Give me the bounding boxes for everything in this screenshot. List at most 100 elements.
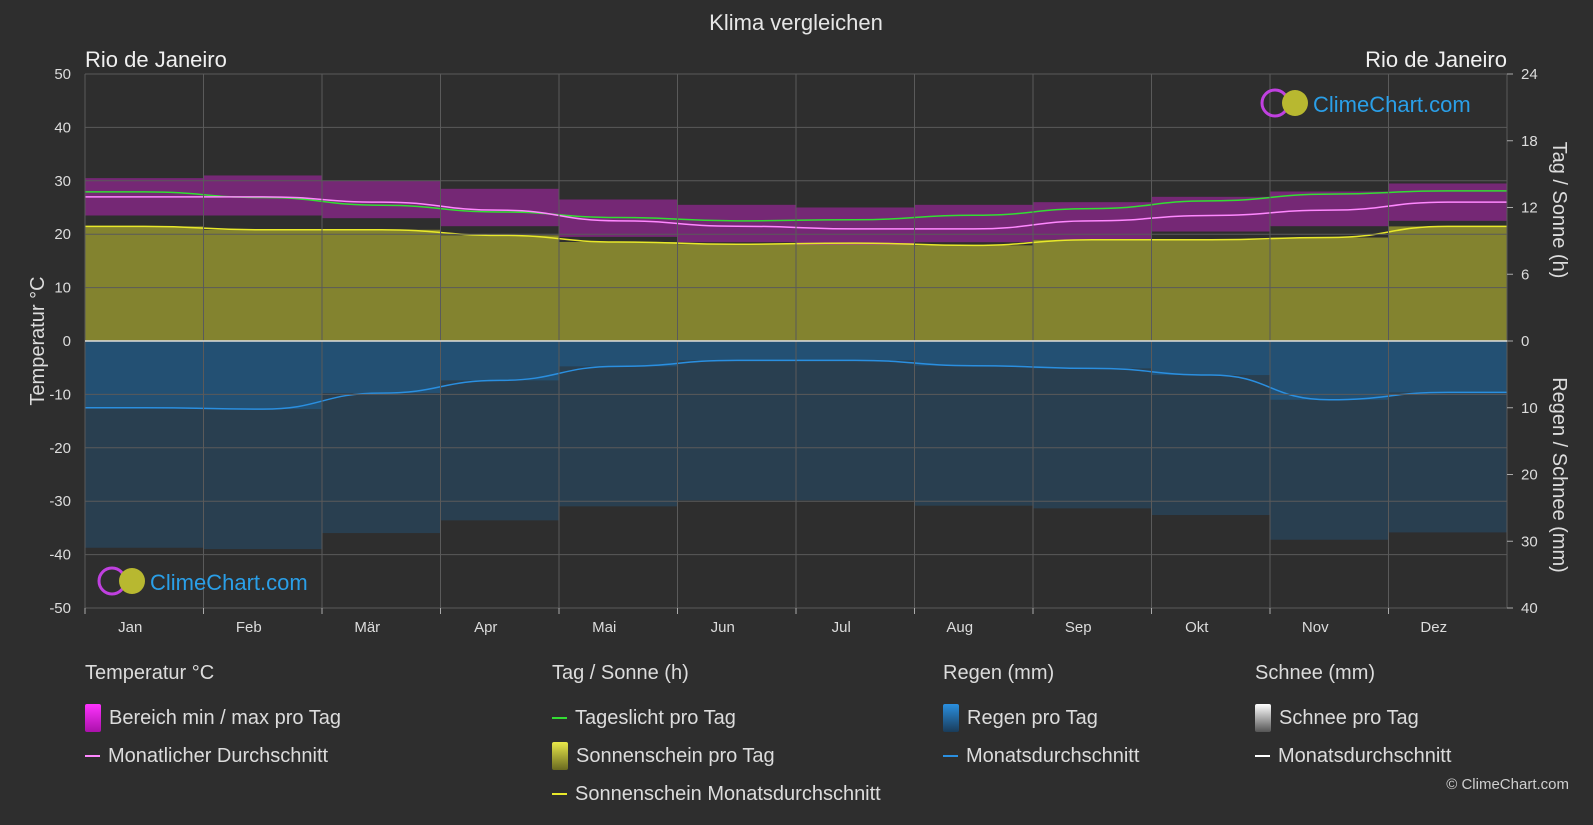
right-bottom-tick-label: 10 <box>1521 400 1538 417</box>
sunshine-bar-mai <box>559 241 678 341</box>
sunshine-bar-dez <box>1388 226 1507 341</box>
right-top-axis-title: Tag / Sonne (h) <box>1548 142 1570 279</box>
rain-bar-core-dez <box>1388 341 1507 393</box>
rain-bar-core-sep <box>1033 341 1152 369</box>
legend-item-rain-avg: Monatsdurchschnitt <box>943 737 1139 775</box>
legend-label: Bereich min / max pro Tag <box>109 706 341 729</box>
left-tick-label: -40 <box>49 547 71 564</box>
legend-label: Sonnenschein Monatsdurchschnitt <box>575 782 881 805</box>
logo-sun-icon <box>119 568 145 594</box>
rain-bar-core-jun <box>677 341 796 361</box>
left-tick-label: -20 <box>49 440 71 457</box>
temp-range-jul <box>796 207 915 245</box>
temp-range-jun <box>677 204 796 243</box>
watermark-text-top: ClimeChart.com <box>1313 92 1471 117</box>
legend-label: Monatlicher Durchschnitt <box>108 744 329 767</box>
legend-rain: Regen (mm) Regen pro Tag Monatsdurchschn… <box>943 662 1139 775</box>
left-tick-label: -50 <box>49 600 71 617</box>
left-tick-label: 0 <box>63 333 71 350</box>
rain-bar-core-nov <box>1270 341 1389 400</box>
legend-heading-rain: Regen (mm) <box>943 662 1055 684</box>
legend-item-temp-avg: Monatlicher Durchschnitt <box>85 737 341 775</box>
rain-bar-jul <box>796 341 915 501</box>
month-label-jun: Jun <box>711 619 735 636</box>
legend-heading-temperature: Temperatur °C <box>85 662 215 684</box>
watermark-text-bottom: ClimeChart.com <box>150 570 308 595</box>
sunshine-bar-jun <box>677 244 796 341</box>
left-tick-label: 20 <box>54 226 71 243</box>
rain-swatch <box>943 704 959 732</box>
rain-bar-core-apr <box>440 341 559 381</box>
month-label-nov: Nov <box>1302 619 1329 636</box>
chart-title: Klima vergleichen <box>709 10 883 35</box>
location-right: Rio de Janeiro <box>1365 47 1507 72</box>
right-top-tick-label: 0 <box>1521 333 1529 350</box>
left-tick-label: -10 <box>49 386 71 403</box>
rain-bar-core-feb <box>203 341 322 410</box>
month-label-feb: Feb <box>236 619 262 636</box>
legend-label: Schnee pro Tag <box>1279 706 1419 729</box>
right-bottom-tick-label: 40 <box>1521 600 1538 617</box>
legend-item-sunshine: Sonnenschein pro Tag <box>552 737 881 775</box>
sunshine-bar-okt <box>1151 239 1270 341</box>
watermark-logo-top: ClimeChart.com <box>1260 88 1471 118</box>
right-bottom-tick-label: 20 <box>1521 467 1538 484</box>
legend-item-temp-range: Bereich min / max pro Tag <box>85 699 341 737</box>
month-label-okt: Okt <box>1185 619 1209 636</box>
legend-heading-snow: Schnee (mm) <box>1255 662 1376 684</box>
sunshine-bar-mär <box>322 229 441 341</box>
temp-range-swatch <box>85 704 101 732</box>
legend-item-rain: Regen pro Tag <box>943 699 1139 737</box>
logo-sun-icon <box>1282 90 1308 116</box>
legend-heading-sun: Tag / Sonne (h) <box>552 662 689 684</box>
snow-avg-swatch <box>1255 755 1270 757</box>
right-bottom-axis-title: Regen / Schnee (mm) <box>1548 377 1570 573</box>
month-label-mär: Mär <box>354 619 380 636</box>
sunshine-avg-line <box>85 225 1507 247</box>
temp-avg-swatch <box>85 755 100 757</box>
rain-bar-core-aug <box>914 341 1033 366</box>
left-tick-label: 50 <box>54 66 71 83</box>
rain-bar-core-mai <box>559 341 678 367</box>
axes: 50 40 30 20 10 0 -10 -20 -30 -40 -50 24 18 12 6 0 10 20 30… <box>49 66 1537 636</box>
temp-range-aug <box>914 204 1033 243</box>
rain-bar-jun <box>677 341 796 501</box>
legend-snow: Schnee (mm) Schnee pro Tag Monatsdurchsc… <box>1255 662 1451 775</box>
legend-item-snow: Schnee pro Tag <box>1255 699 1451 737</box>
sunshine-bar-jan <box>85 226 204 341</box>
month-label-dez: Dez <box>1420 619 1447 636</box>
snow-swatch <box>1255 704 1271 732</box>
right-top-tick-label: 6 <box>1521 266 1529 283</box>
legend-item-snow-avg: Monatsdurchschnitt <box>1255 737 1451 775</box>
daylight-swatch <box>552 717 567 719</box>
sunshine-bar-nov <box>1270 237 1389 341</box>
legend-label: Tageslicht pro Tag <box>575 706 736 729</box>
temp-range-mär <box>322 180 441 219</box>
month-label-jan: Jan <box>118 619 142 636</box>
legend-sun: Tag / Sonne (h) Tageslicht pro Tag Sonne… <box>552 662 881 813</box>
sunshine-avg-swatch <box>552 793 567 795</box>
legend-temperature: Temperatur °C Bereich min / max pro Tag … <box>85 662 341 775</box>
left-tick-label: 40 <box>54 119 71 136</box>
legend-label: Regen pro Tag <box>967 706 1098 729</box>
right-top-tick-label: 24 <box>1521 66 1538 83</box>
copyright: © ClimeChart.com <box>1446 776 1569 793</box>
temp-range-feb <box>203 175 322 216</box>
rain-bar-core-jul <box>796 341 915 361</box>
month-label-apr: Apr <box>474 619 497 636</box>
right-bottom-tick-label: 30 <box>1521 533 1538 550</box>
legend-item-daylight: Tageslicht pro Tag <box>552 699 881 737</box>
location-left: Rio de Janeiro <box>85 47 227 72</box>
right-top-tick-label: 12 <box>1521 200 1538 217</box>
sunshine-bar-feb <box>203 229 322 341</box>
left-tick-label: 10 <box>54 280 71 297</box>
legend-label: Monatsdurchschnitt <box>1278 744 1452 767</box>
right-top-tick-label: 18 <box>1521 133 1538 150</box>
temp-range-apr <box>440 188 559 227</box>
rain-avg-swatch <box>943 755 958 757</box>
rain-bar-core-jan <box>85 341 204 408</box>
sunshine-bar-jul <box>796 243 915 341</box>
left-axis-title: Temperatur °C <box>27 276 49 405</box>
watermark-logo-bottom: ClimeChart.com <box>97 566 308 596</box>
legend-label: Sonnenschein pro Tag <box>576 744 775 767</box>
